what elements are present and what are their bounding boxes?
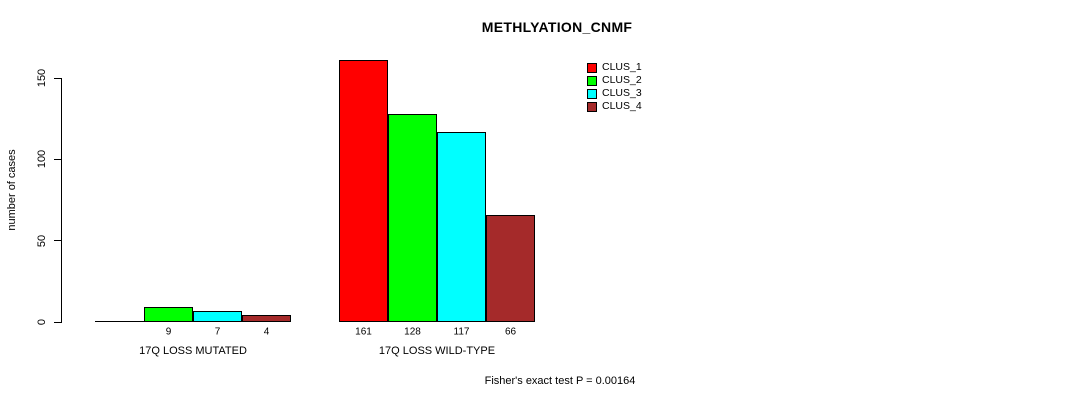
y-axis-tick <box>54 240 61 242</box>
bar-clus_1 <box>339 60 388 322</box>
legend: CLUS_1 CLUS_2 CLUS_3 CLUS_4 <box>587 62 642 114</box>
legend-item-clus_1: CLUS_1 <box>587 62 642 73</box>
legend-swatch-icon <box>587 75 597 86</box>
y-axis-tick-label: 0 <box>36 318 48 326</box>
legend-swatch-icon <box>587 62 597 73</box>
bar-count-label: 4 <box>263 326 270 338</box>
legend-label: CLUS_4 <box>602 100 642 112</box>
y-axis-tick-label: 100 <box>36 150 48 169</box>
bar-clus_3 <box>193 310 242 322</box>
bar-count-label: 7 <box>214 326 221 338</box>
bar-clus_2 <box>144 307 193 322</box>
bar-count-label: 161 <box>355 326 372 338</box>
legend-item-clus_2: CLUS_2 <box>587 75 642 86</box>
legend-swatch-icon <box>587 101 597 112</box>
legend-item-clus_4: CLUS_4 <box>587 101 642 112</box>
bar-count-label: 66 <box>504 326 517 338</box>
legend-item-clus_3: CLUS_3 <box>587 88 642 99</box>
y-axis-tick <box>54 77 61 79</box>
y-axis-tick-label: 50 <box>36 234 48 247</box>
bar-clus_1-zero <box>95 321 144 322</box>
bar-count-label: 117 <box>453 326 470 338</box>
bar-clus_3 <box>437 131 486 322</box>
legend-label: CLUS_2 <box>602 74 642 86</box>
y-axis-tick-label: 150 <box>36 68 48 88</box>
bar-count-label: 128 <box>404 326 421 338</box>
bar-clus_4 <box>486 214 535 322</box>
y-axis-title: number of cases <box>6 149 18 231</box>
bar-count-label: 9 <box>165 326 172 338</box>
y-axis-line <box>61 78 62 323</box>
legend-swatch-icon <box>587 88 597 99</box>
x-group-label: 17Q LOSS WILD-TYPE <box>378 345 496 357</box>
x-group-label: 17Q LOSS MUTATED <box>139 345 247 357</box>
legend-label: CLUS_1 <box>602 61 642 73</box>
bar-clus_2 <box>388 113 437 322</box>
chart-title: METHLYATION_CNMF <box>481 19 633 35</box>
bar-clus_4 <box>242 315 291 322</box>
y-axis-tick <box>54 321 61 323</box>
legend-label: CLUS_3 <box>602 87 642 99</box>
y-axis-tick <box>54 158 61 160</box>
annotation-text: Fisher's exact test P = 0.00164 <box>484 375 636 387</box>
